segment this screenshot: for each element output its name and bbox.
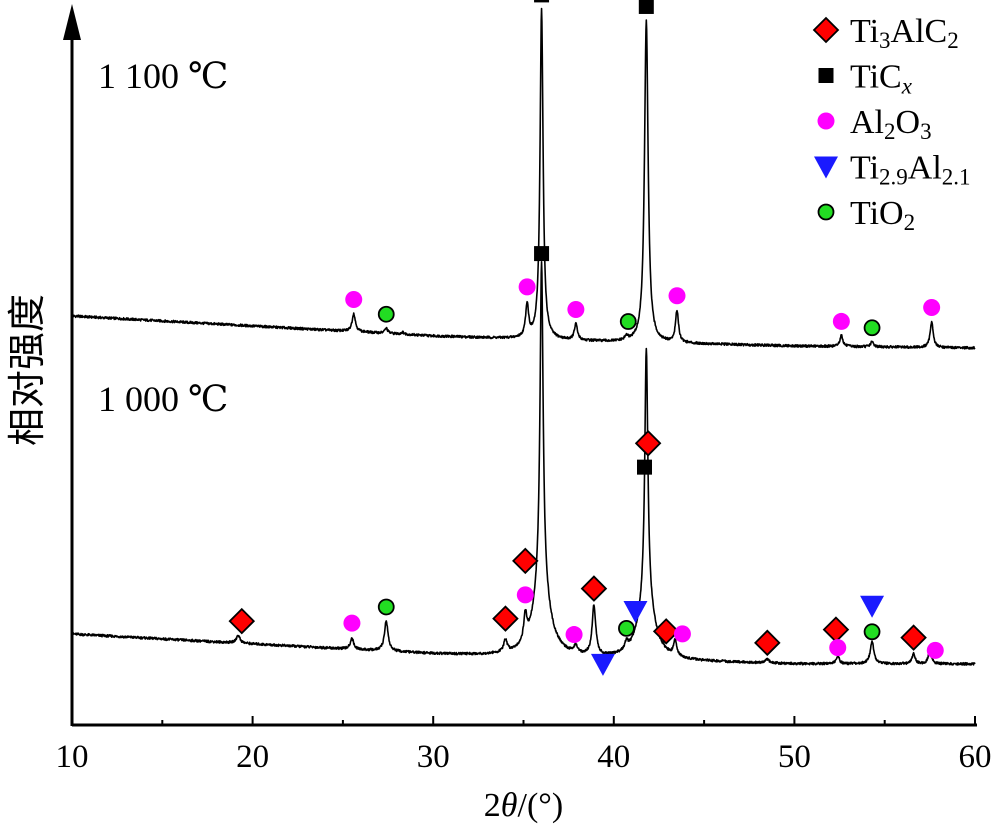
legend-ti3alc2-label: Ti3AlC2: [850, 13, 959, 53]
ticx-marker: [638, 0, 654, 14]
al2o3-marker: [516, 586, 534, 604]
legend: Ti3AlC2 TiCx Al2O3 Ti2.9Al2.1 TiO2: [812, 13, 971, 235]
peak-markers: [228, 0, 944, 676]
x-tick-label: 50: [778, 739, 811, 775]
x-tick-label: 10: [56, 739, 89, 775]
al2o3-marker: [926, 641, 944, 659]
tio2-marker: [377, 598, 395, 616]
tio2-marker: [863, 623, 881, 641]
y-axis-label: 相对强度: [5, 294, 49, 446]
ti3alc2-marker: [492, 605, 519, 632]
ti29al21-marker: [623, 601, 648, 624]
al2o3-marker: [345, 291, 363, 309]
legend-ti29al21-symbol: [814, 156, 838, 179]
al2o3-marker: [565, 626, 583, 644]
ticx-marker: [534, 246, 550, 262]
y-axis-arrow: [63, 4, 81, 40]
legend-ti29al21-label: Ti2.9Al2.1: [850, 150, 971, 190]
al2o3-marker: [668, 287, 686, 305]
al2o3-marker: [673, 625, 691, 643]
legend-al2o3-label: Al2O3: [850, 104, 932, 144]
series-label-1100: 1 100 ℃: [98, 56, 228, 96]
series-label-1000: 1 000 ℃: [98, 379, 228, 419]
ti3alc2-marker: [580, 575, 608, 602]
legend-ticx-label: TiCx: [850, 59, 913, 99]
legend-tio2-label: TiO2: [850, 195, 915, 235]
ti29al21-marker: [590, 653, 615, 676]
al2o3-marker: [518, 278, 536, 296]
tio2-marker: [377, 305, 395, 323]
legend-ticx-symbol: [818, 68, 834, 83]
x-tick-label: 60: [959, 739, 992, 775]
tio2-marker: [863, 319, 881, 337]
ticx-marker: [637, 459, 653, 475]
axes: 10 20 30 40 50 60 2θ/(°) 相对强度: [5, 4, 992, 824]
al2o3-marker: [923, 298, 941, 316]
curves: [71, 7, 976, 666]
legend-tio2-symbol: [817, 203, 835, 221]
legend-al2o3-symbol: [817, 112, 835, 130]
tio2-marker: [619, 313, 637, 330]
tio2-marker: [618, 619, 635, 637]
ti3alc2-marker: [228, 607, 256, 635]
al2o3-marker: [829, 639, 847, 657]
legend-ti3alc2-symbol: [812, 16, 840, 44]
ti3alc2-marker: [900, 624, 927, 651]
ti3alc2-marker: [634, 430, 662, 457]
al2o3-marker: [343, 614, 361, 632]
xrd-curve-1100: [71, 7, 976, 350]
x-tick-label: 20: [236, 739, 269, 775]
xrd-curve-1000: [71, 261, 976, 666]
x-tick-label: 30: [417, 739, 450, 775]
ticx-marker: [534, 0, 550, 3]
ti3alc2-marker: [652, 618, 680, 645]
ti29al21-marker: [860, 595, 885, 618]
ti3alc2-marker: [512, 547, 539, 575]
al2o3-marker: [567, 300, 585, 318]
al2o3-marker: [832, 312, 850, 330]
labels: 1 100 ℃ 1 000 ℃: [98, 56, 228, 419]
x-tick-label: 40: [597, 739, 630, 775]
ti3alc2-marker: [822, 616, 850, 643]
x-axis-label: 2θ/(°): [484, 787, 563, 824]
ti3alc2-marker: [754, 629, 781, 657]
